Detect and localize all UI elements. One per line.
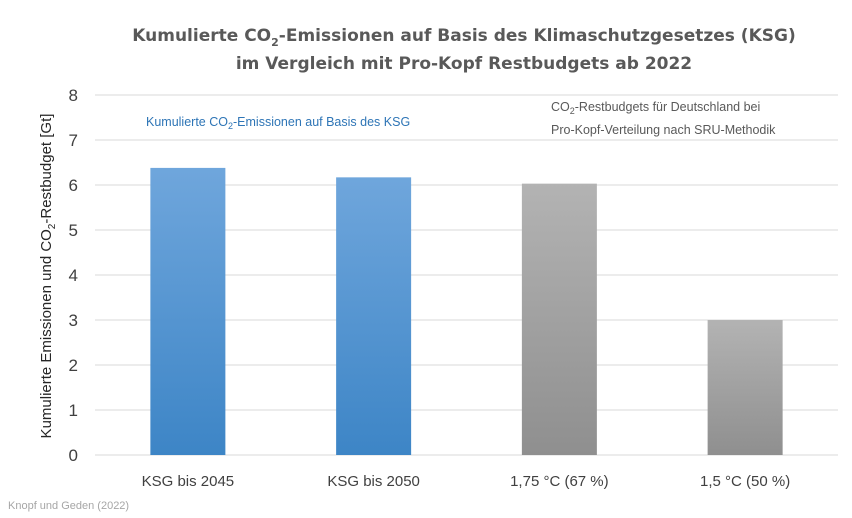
y-tick-label: 7 xyxy=(69,131,78,150)
chart-title-line2: im Vergleich mit Pro-Kopf Restbudgets ab… xyxy=(236,54,692,74)
y-axis-label: Kumulierte Emissionen und CO2-Restbudget… xyxy=(38,114,58,439)
y-tick-label: 3 xyxy=(69,311,78,330)
x-tick-label: 1,75 °C (67 %) xyxy=(510,473,609,490)
x-tick-label: 1,5 °C (50 %) xyxy=(700,473,790,490)
source-note: Knopf und Geden (2022) xyxy=(8,500,129,512)
x-tick-label: KSG bis 2045 xyxy=(142,473,235,490)
bar-1 xyxy=(150,167,226,455)
annotation-ksg: Kumulierte CO2-Emissionen auf Basis des … xyxy=(146,115,410,131)
y-tick-label: 5 xyxy=(69,221,78,240)
x-tick-labels: KSG bis 2045 KSG bis 2050 1,75 °C (67 %) 1,… xyxy=(142,473,791,490)
x-tick-label: KSG bis 2050 xyxy=(327,473,420,490)
y-tick-label: 6 xyxy=(69,176,78,195)
annotation-budget-line2: Pro-Kopf-Verteilung nach SRU-Methodik xyxy=(551,123,776,137)
bar-4 xyxy=(707,320,783,455)
y-tick-label: 4 xyxy=(69,266,78,285)
chart-title-line1: Kumulierte CO2-Emissionen auf Basis des … xyxy=(132,26,795,49)
y-tick-label: 2 xyxy=(69,356,78,375)
bar-3 xyxy=(521,183,597,455)
y-tick-labels: 0 1 2 3 4 5 6 7 8 xyxy=(69,86,78,465)
bar-2 xyxy=(336,177,412,455)
y-tick-label: 8 xyxy=(69,86,78,105)
annotation-budget-line1: CO2-Restbudgets für Deutschland bei xyxy=(551,100,760,116)
bars xyxy=(150,167,783,455)
y-tick-label: 1 xyxy=(69,401,78,420)
y-tick-label: 0 xyxy=(69,446,78,465)
